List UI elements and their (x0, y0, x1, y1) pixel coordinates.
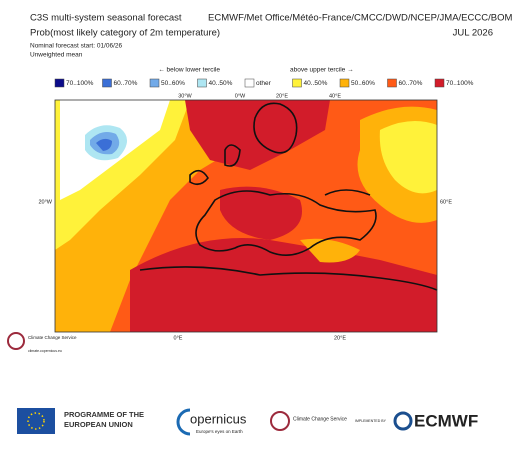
legend-label: 60..70% (399, 80, 423, 87)
legend-label: 70..100% (446, 80, 474, 87)
legend-swatch (292, 78, 302, 88)
c3s-name: Climate Change Service (293, 416, 347, 422)
legend-label: 50..60% (161, 80, 185, 87)
eu-flag (17, 408, 55, 434)
lon-label: 30°W (178, 93, 192, 99)
legend-label: 50..60% (351, 80, 375, 87)
lat-label: 20°W (38, 199, 52, 205)
ecmwf-icon (393, 411, 413, 431)
copernicus-c (176, 408, 191, 436)
legend-swatch (387, 78, 397, 88)
legend-swatch (339, 78, 350, 88)
c3s-icon (7, 332, 25, 350)
map-field (379, 121, 437, 194)
legend-label: 40..50% (209, 80, 233, 87)
map-field (130, 238, 437, 332)
title: C3S multi-system seasonal forecast (30, 13, 182, 24)
period: JUL 2026 (453, 28, 493, 39)
small-logo-name: Climate Change Service (28, 335, 77, 340)
copernicus: opernicus (190, 411, 247, 426)
map-field (96, 138, 112, 151)
lon-label: 20°E (334, 335, 346, 341)
lon-label: 40°E (329, 93, 341, 99)
map-field (220, 186, 302, 240)
legend-swatch (149, 78, 160, 88)
legend-label: 70..100% (66, 80, 94, 87)
eu-text-box: PROGRAMME OF THE EUROPEAN UNION (64, 410, 144, 429)
c3s-icon (270, 411, 290, 431)
map-frame (54, 99, 438, 333)
small-logo-url: climate.copernicus.eu (28, 349, 62, 353)
map (54, 99, 438, 333)
legend-label: other (256, 80, 272, 87)
lon-label: 0°E (174, 335, 183, 341)
subtitle: Prob(most likely category of 2m temperat… (30, 28, 220, 39)
coastline (139, 102, 438, 291)
lon-label: 20°E (276, 93, 288, 99)
legend-label: 60..70% (114, 80, 138, 87)
legend-label: 40..50% (304, 80, 328, 87)
legend-swatch (54, 78, 65, 88)
eu-stars (27, 412, 45, 430)
lon-label: 0°W (235, 93, 246, 99)
copernicus-tag: Europe's eyes on Earth (196, 429, 243, 434)
implemented: IMPLEMENTED BY (355, 419, 387, 423)
centres: ECMWF/Met Office/Météo-France/CMCC/DWD/N… (208, 13, 512, 24)
legend-swatch (197, 78, 207, 88)
legend-swatch (102, 78, 112, 88)
lat-label: 60°E (440, 199, 452, 205)
below-label: ← below lower tercile (158, 67, 220, 74)
legend-swatch (434, 78, 445, 88)
map-field (185, 100, 330, 170)
above-label: above upper tercile → (290, 67, 354, 74)
legend-swatch (244, 78, 255, 88)
eu-text: PROGRAMME OF THE EUROPEAN UNION (64, 410, 144, 429)
ecmwf: ECMWF (414, 411, 478, 430)
legend: 70..100% 60..70% 50..60% 40..50% other 40..50… (54, 78, 474, 88)
start: Nominal forecast start: 01/06/26 (30, 43, 123, 50)
method: Unweighted mean (30, 52, 83, 59)
